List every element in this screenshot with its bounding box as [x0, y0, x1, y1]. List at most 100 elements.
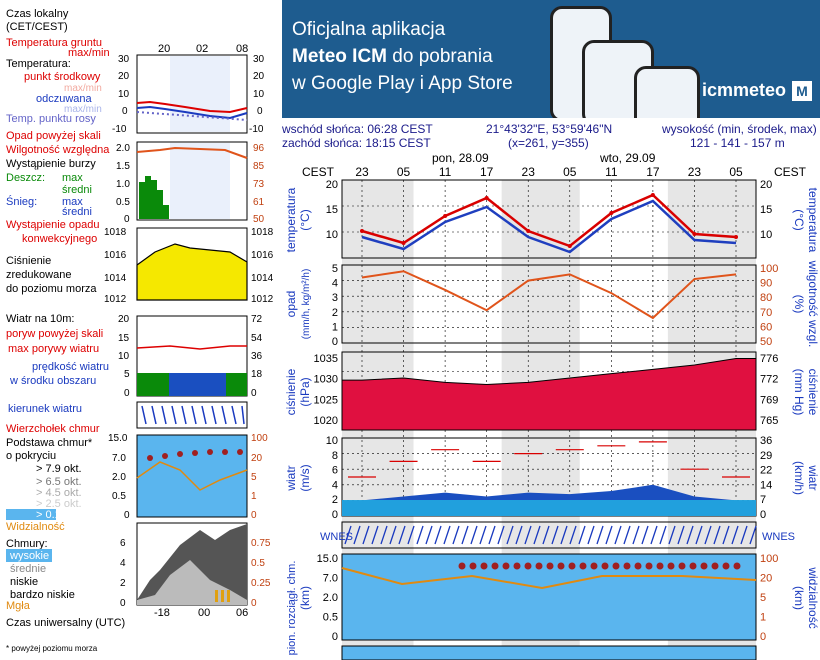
main-meteogram: pon, 28.09 wto, 29.09 CEST CEST 23 05 11 17… [284, 151, 820, 660]
cloud-base-dot [612, 562, 620, 570]
prec-tick: 0 [332, 336, 338, 348]
legend-c45: > 4.5 okt. [36, 487, 82, 499]
cloud-base-dot [667, 562, 675, 570]
windkm-tick: 0 [760, 509, 766, 521]
banner-text: Oficjalna aplikacja Meteo ICM do pobrani… [292, 16, 513, 97]
legend-conv2: konwekcyjnego [22, 233, 97, 245]
legend-humidity: Wilgotność względna [6, 144, 110, 156]
wind-direction-arrow [749, 525, 757, 545]
mini-cloud-left-0: 15.0 [108, 433, 128, 444]
wind-direction-arrow [542, 525, 550, 545]
wind-axis-label: wiatr [284, 465, 298, 491]
wind-direction-arrow [596, 525, 604, 545]
mini-temp-left-3: 0 [122, 106, 128, 117]
banner-line1: Oficjalna aplikacja [292, 19, 446, 40]
pres-axis-label: ciśnienie [284, 368, 298, 415]
wind-direction-arrow [497, 525, 505, 545]
wind-direction-arrow [479, 525, 487, 545]
cloud-base-dot [579, 562, 587, 570]
compass-right: WNES [762, 531, 795, 543]
mini-pres-left-0: 1018 [104, 227, 127, 238]
legend-sealevel: do poziomu morza [6, 283, 97, 295]
mini-cl-left-2: 2 [120, 578, 126, 589]
legend-rain: Deszcz: [6, 172, 45, 184]
wind-direction-arrow [551, 525, 559, 545]
legend-wind-dir: kierunek wiatru [8, 403, 82, 415]
wind-direction-arrow [398, 525, 406, 545]
cloud-base-dot [546, 562, 554, 570]
legend-soil-temp: Temperatura gruntu [6, 37, 102, 49]
windkm-axis-label: wiatr [806, 464, 820, 490]
wind-direction-arrow [614, 525, 622, 545]
vis-tick: 5 [760, 592, 766, 604]
mini-cl-left-3: 0 [120, 598, 126, 609]
cloud-tick: 2.0 [323, 592, 338, 604]
phone-image-3 [634, 66, 700, 118]
legend-maxmin2: max/min [64, 83, 102, 94]
cloud-base-dot [711, 562, 719, 570]
mini-cl-right-1: 0.5 [251, 558, 265, 569]
legend-mid: średnie [10, 563, 46, 575]
temperature-point [360, 229, 364, 233]
cloud-base-dot [678, 562, 686, 570]
wind-direction-arrow [587, 525, 595, 545]
wind-direction-arrow [641, 525, 649, 545]
mini-wind-left-4: 0 [124, 388, 130, 399]
wind-direction-arrow [632, 525, 640, 545]
cloud-base-dot [689, 562, 697, 570]
mini-prec-left-1: 1.5 [116, 161, 130, 172]
temperature-point [567, 244, 572, 248]
mini-wind-right-0: 72 [251, 314, 263, 325]
cloud-base-dot [590, 562, 598, 570]
humidity-line [361, 270, 737, 320]
hum-tick: 50 [760, 336, 772, 348]
temp-tick: 20 [326, 179, 338, 191]
temperature-point [443, 214, 448, 218]
grid-text: (x=261, y=355) [508, 136, 589, 150]
cloud-base-dot [458, 562, 466, 570]
mini-bottom-tick-1: 00 [198, 607, 210, 619]
cloud-base-dot [700, 562, 708, 570]
legend-low: niskie [10, 576, 38, 588]
cloud-base-dot [502, 562, 510, 570]
mini-prec-left-2: 1.0 [116, 179, 130, 190]
wind-direction-arrow [650, 525, 658, 545]
legend-c79: > 7.9 okt. [36, 463, 82, 475]
mini-pres-right-3: 1012 [251, 294, 274, 305]
pres-tick: 1020 [314, 415, 338, 427]
presmm-tick: 776 [760, 353, 778, 365]
wind-tick: 8 [332, 450, 338, 462]
mini-temp-right-4: -10 [249, 124, 264, 135]
temp-axis-label-right: temperatura [806, 188, 820, 253]
wind-direction-arrow [416, 525, 424, 545]
cloud-base-dot [623, 562, 631, 570]
mini-pres-right-0: 1018 [251, 227, 274, 238]
sunset-text: zachód słońca: 18:15 CEST [282, 136, 431, 150]
pres-tick: 1030 [314, 374, 338, 386]
legend-precip-above: Opad powyżej skali [6, 130, 101, 142]
day1-label: pon, 28.09 [432, 151, 489, 165]
mini-cl-left-1: 4 [120, 558, 126, 569]
mini-wind-right-2: 36 [251, 351, 263, 362]
legend-visibility: Widzialność [6, 521, 65, 533]
hour-tick-label: 23 [355, 165, 369, 179]
hour-tick-label: 05 [729, 165, 743, 179]
hum-tick: 60 [760, 321, 772, 333]
mini-prec-right-2: 73 [253, 179, 265, 190]
mini-wind-left-1: 15 [118, 333, 130, 344]
cloud-base-dot [557, 562, 565, 570]
wind-tick: 0 [332, 509, 338, 521]
mini-temp-panel: 30 20 10 0 -10 30 20 10 0 -10 [112, 54, 265, 135]
wind-direction-arrow [686, 525, 694, 545]
wind-direction-arrow [533, 525, 541, 545]
app-banner[interactable]: Oficjalna aplikacja Meteo ICM do pobrani… [282, 0, 820, 118]
mini-prec-left-4: 0 [124, 214, 130, 225]
temp-axis-unit: (°C) [298, 209, 312, 230]
mini-pres-left-3: 1012 [104, 294, 127, 305]
wind-direction-arrow [425, 525, 433, 545]
feels-like-line [361, 199, 737, 254]
temperature-point [734, 235, 738, 239]
legend-dew: Temp. punktu rosy [6, 113, 96, 125]
pressure-area [341, 358, 757, 431]
windkm-tick: 14 [760, 479, 772, 491]
